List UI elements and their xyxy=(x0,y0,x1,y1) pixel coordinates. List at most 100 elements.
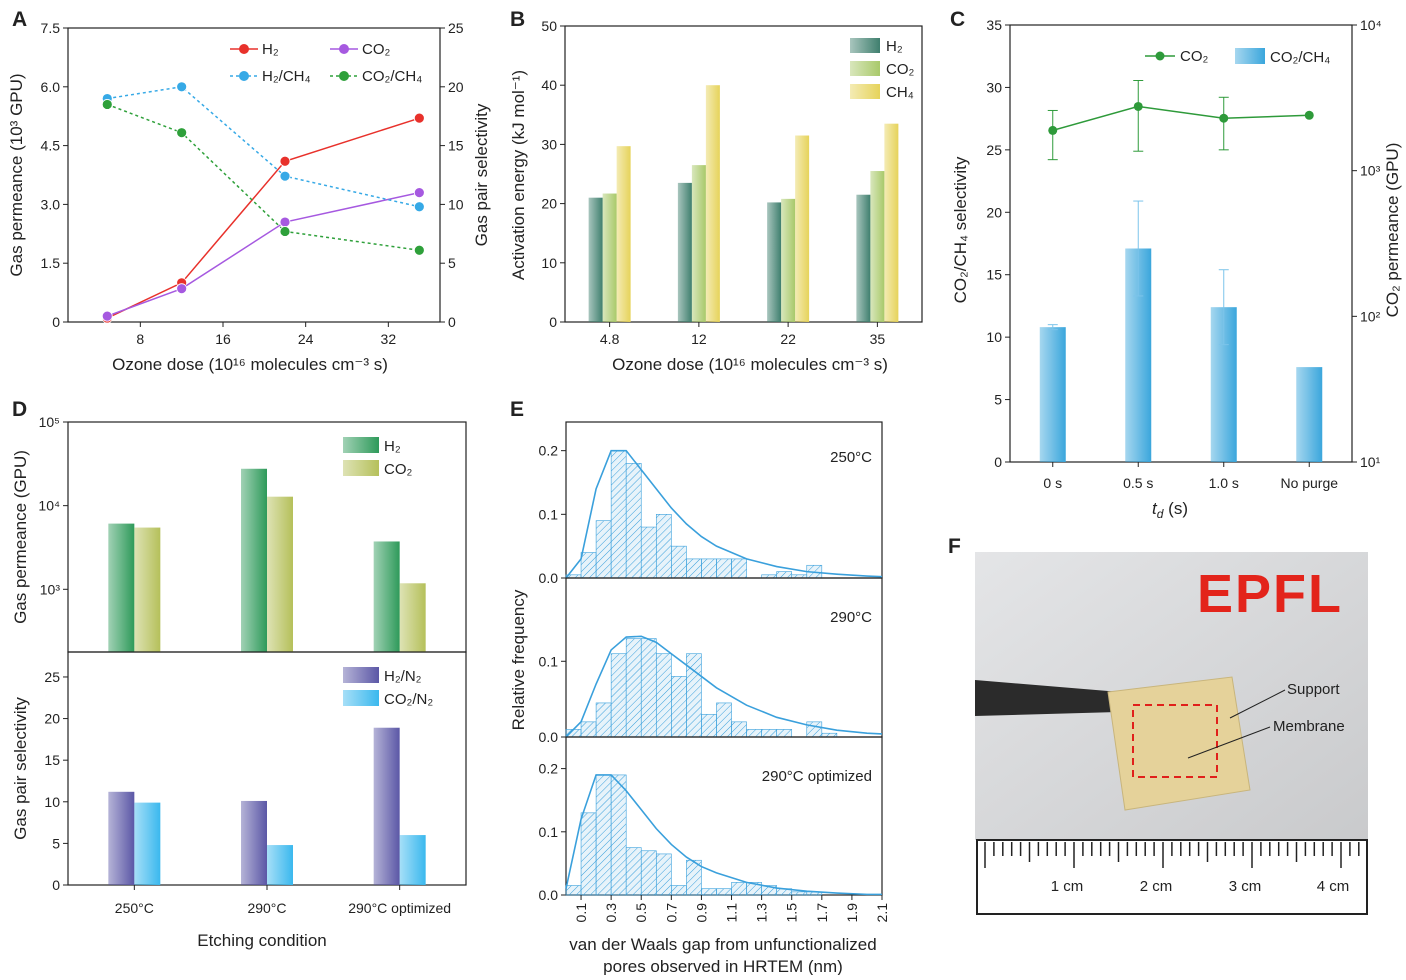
histogram-bar xyxy=(731,721,747,738)
panel-letter: A xyxy=(12,8,27,31)
histogram-bar xyxy=(595,520,612,579)
y-tick-label: 4.5 xyxy=(41,138,61,154)
y2-tick-label: 25 xyxy=(448,20,464,36)
data-point xyxy=(279,226,291,237)
panel-letter: C xyxy=(950,8,965,31)
ruler-label: 2 cm xyxy=(1140,878,1173,895)
x-tick-label: 1.5 xyxy=(784,903,800,923)
histogram-bar xyxy=(580,721,597,738)
y-tick-label: 0.0 xyxy=(539,729,559,745)
histogram-bar xyxy=(671,545,687,579)
histogram-bar xyxy=(731,882,747,896)
y-tick-label: 0 xyxy=(549,314,557,330)
y-tick-label: 6.0 xyxy=(41,79,61,95)
x-tick-label: 16 xyxy=(215,331,231,347)
legend-swatch xyxy=(343,437,379,453)
panel-tag: 290°C optimized xyxy=(762,768,872,785)
bar xyxy=(870,171,885,322)
data-point xyxy=(279,170,291,182)
photo-panel: F EPFL Support Membrane 1 cm 2 cm 3 cm 4… xyxy=(948,535,1368,915)
data-point xyxy=(279,155,291,167)
histogram-bar xyxy=(655,853,672,896)
legend-label: CO₂/CH₄ xyxy=(1270,49,1330,66)
histogram-bar xyxy=(610,653,627,738)
legend-label: CO₂/N₂ xyxy=(384,691,433,708)
y-tick-label: 20 xyxy=(44,711,60,727)
x-axis-label: pores observed in HRTEM (nm) xyxy=(603,957,843,975)
x-axis-label-part: d xyxy=(1157,507,1164,521)
x-tick-label: 0.3 xyxy=(603,903,619,923)
data-point xyxy=(176,283,188,295)
error-bar xyxy=(1218,96,1229,151)
histogram-bar xyxy=(731,558,747,579)
histogram-bar xyxy=(776,729,793,738)
plot-frame xyxy=(1009,24,1353,463)
y-tick-label: 10⁵ xyxy=(39,414,60,430)
x-tick-label: 1.0 s xyxy=(1209,475,1239,491)
y2-tick-label: 15 xyxy=(448,138,464,154)
histogram-bar xyxy=(625,638,642,738)
legend-label: CO₂ xyxy=(384,461,413,478)
legend-label: H₂/N₂ xyxy=(384,668,422,685)
series-line xyxy=(106,117,420,319)
x-axis-label-part: t xyxy=(1152,499,1158,518)
x-tick-label: 24 xyxy=(298,331,314,347)
y2-axis-label: CO₂ permeance (GPU) xyxy=(1383,143,1402,318)
bar xyxy=(373,541,400,652)
plot-frame xyxy=(564,25,923,323)
legend-label: CO₂/CH₄ xyxy=(362,68,422,85)
histogram-bar xyxy=(791,891,808,896)
y-tick-label: 0 xyxy=(994,454,1002,470)
x-tick-label: 290°C xyxy=(247,900,286,916)
y-tick-label: 0 xyxy=(52,877,60,893)
y-tick-label: 0 xyxy=(52,314,60,330)
y-axis-label: Gas pair selectivity xyxy=(11,697,30,840)
tweezer xyxy=(975,680,1120,716)
x-tick-label: 0.5 s xyxy=(1123,475,1153,491)
bar xyxy=(399,583,426,652)
x-tick-label: 0.1 xyxy=(573,903,589,923)
x-tick-label: No purge xyxy=(1280,475,1338,491)
x-axis-label: td (s) xyxy=(1152,499,1188,521)
histogram-bar xyxy=(640,638,657,738)
x-tick-label: 12 xyxy=(691,331,707,347)
histogram-bar xyxy=(625,847,642,896)
histogram-bar xyxy=(565,885,582,896)
x-tick-label: 250°C xyxy=(115,900,154,916)
legend-label: CO₂ xyxy=(1180,48,1209,65)
y-tick-label: 0.1 xyxy=(539,824,559,840)
leader-line xyxy=(1187,726,1271,759)
annotation: Membrane xyxy=(1273,718,1345,735)
y-tick-label: 10 xyxy=(44,794,60,810)
y2-tick-label: 5 xyxy=(448,255,456,271)
x-axis-label: Ozone dose (10¹⁶ molecules cm⁻³ s) xyxy=(612,355,888,374)
legend-swatch xyxy=(343,460,379,476)
data-point xyxy=(101,99,113,110)
data-point xyxy=(413,244,425,256)
y-tick-label: 0.1 xyxy=(539,653,559,669)
data-point xyxy=(1304,110,1314,120)
histogram-bar xyxy=(595,774,612,896)
histogram-bar xyxy=(686,558,702,579)
panel-letter: F xyxy=(948,535,961,558)
y-tick-label: 25 xyxy=(986,142,1002,158)
y-axis-label: Activation energy (kJ mol⁻¹) xyxy=(509,70,528,280)
histogram-bar xyxy=(716,558,732,579)
legend-marker xyxy=(339,71,349,81)
x-tick-label: 0.7 xyxy=(663,903,679,923)
legend-swatch xyxy=(1235,48,1265,64)
bar xyxy=(108,523,135,652)
data-point xyxy=(101,310,113,322)
y-tick-label: 10 xyxy=(986,329,1002,345)
y2-tick-label: 0 xyxy=(448,314,456,330)
y-tick-label: 0.2 xyxy=(539,443,559,459)
y-tick-label: 40 xyxy=(541,77,557,93)
fit-curve xyxy=(565,635,883,738)
y-axis-label: Gas permeance (10³ GPU) xyxy=(7,73,26,276)
panel-letter: D xyxy=(12,398,27,421)
legend-marker xyxy=(239,71,249,81)
x-axis-label: Etching condition xyxy=(197,931,326,950)
y2-tick-label: 10² xyxy=(1360,308,1381,324)
y2-tick-label: 10 xyxy=(448,196,464,212)
bar xyxy=(267,496,293,652)
